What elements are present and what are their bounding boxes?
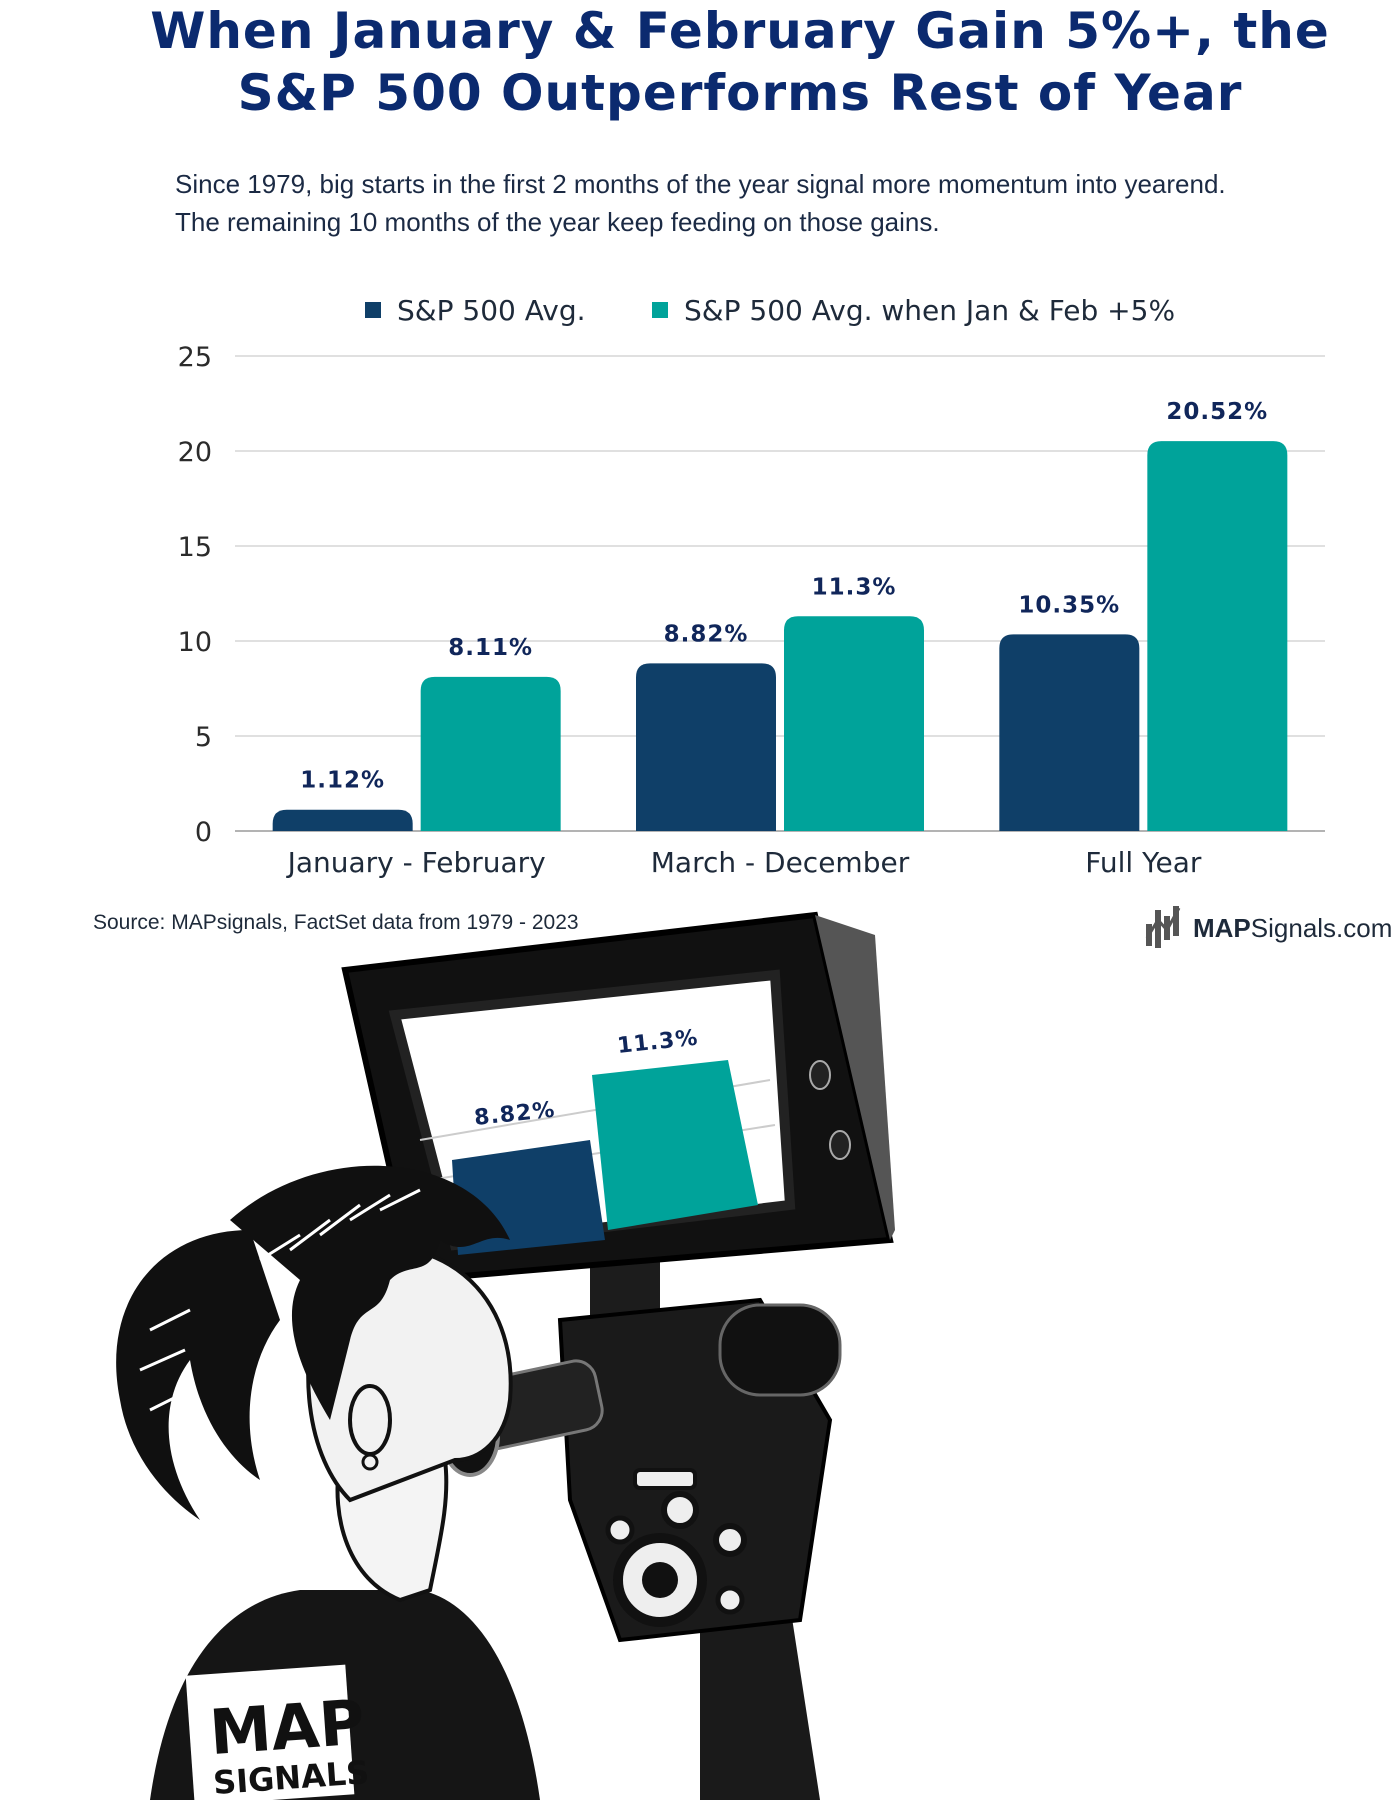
legend-swatch-sp500-avg <box>365 302 381 318</box>
y-tick-label-20: 20 <box>178 437 212 468</box>
legend-swatch-sp500-jan-feb <box>652 302 668 318</box>
bar-series1-cat2 <box>1147 441 1288 831</box>
brand-name-bold: MAP <box>1193 912 1251 943</box>
bar-series0-cat1 <box>636 663 776 831</box>
data-label-series0-cat1: 8.82% <box>664 621 749 647</box>
subtitle-line-1: Since 1979, big starts in the first 2 mo… <box>175 169 1226 199</box>
bar-series0-cat2 <box>999 634 1140 831</box>
chart-subtitle: Since 1979, big starts in the first 2 mo… <box>175 165 1345 241</box>
y-tick-label-25: 25 <box>178 342 212 373</box>
bar-chart: 0 5 10 15 20 25 1.12% 8.11% January - February 8.… <box>178 342 1325 879</box>
y-tick-label-5: 5 <box>195 722 212 753</box>
map-signals-logo-icon <box>1145 906 1181 948</box>
bar-series0-cat0 <box>272 809 413 831</box>
legend-item-sp500-jan-feb: S&P 500 Avg. when Jan & Feb +5% <box>652 290 1175 330</box>
chart-legend: S&P 500 Avg. S&P 500 Avg. when Jan & Feb… <box>0 290 1400 330</box>
y-tick-label-10: 10 <box>178 627 212 658</box>
camera-viewfinder-illustration-icon: 8.82% 11.3% MAP SIGNALS <box>116 911 895 1800</box>
x-category-label-1: March - December <box>651 846 910 879</box>
x-category-label-2: Full Year <box>1085 846 1202 879</box>
data-label-series0-cat2: 10.35% <box>1018 592 1120 618</box>
data-label-series1-cat2: 20.52% <box>1166 399 1268 425</box>
legend-label-sp500-avg: S&P 500 Avg. <box>397 293 586 327</box>
bar-series1-cat0 <box>420 676 561 831</box>
shirt-text-map: MAP <box>207 1685 367 1769</box>
title-line-1: When January & February Gain 5%+, the <box>150 2 1330 60</box>
data-label-series0-cat0: 1.12% <box>300 768 385 794</box>
y-tick-label-15: 15 <box>178 532 212 563</box>
bar-series1-cat1 <box>784 616 924 831</box>
brand-name-rest: Signals.com <box>1250 912 1393 943</box>
legend-label-sp500-jan-feb: S&P 500 Avg. when Jan & Feb +5% <box>684 293 1176 327</box>
brand-logo: MAP Signals.com <box>1143 900 1392 956</box>
legend-item-sp500-avg: S&P 500 Avg. <box>365 290 586 330</box>
camera-body <box>466 1297 842 1643</box>
page-title: When January & February Gain 5%+, the S&… <box>150 0 1330 124</box>
x-category-label-0: January - February <box>286 846 546 879</box>
subtitle-line-2: The remaining 10 months of the year keep… <box>175 207 940 237</box>
source-note: Source: MAPsignals, FactSet data from 19… <box>93 911 579 934</box>
data-label-series1-cat1: 11.3% <box>812 574 897 600</box>
woman-figure: MAP SIGNALS <box>116 1165 540 1800</box>
data-label-series1-cat0: 8.11% <box>448 635 533 661</box>
title-line-2: S&P 500 Outperforms Rest of Year <box>237 64 1243 122</box>
monitor: 8.82% 11.3% <box>341 911 895 1284</box>
y-tick-label-0: 0 <box>195 817 212 848</box>
